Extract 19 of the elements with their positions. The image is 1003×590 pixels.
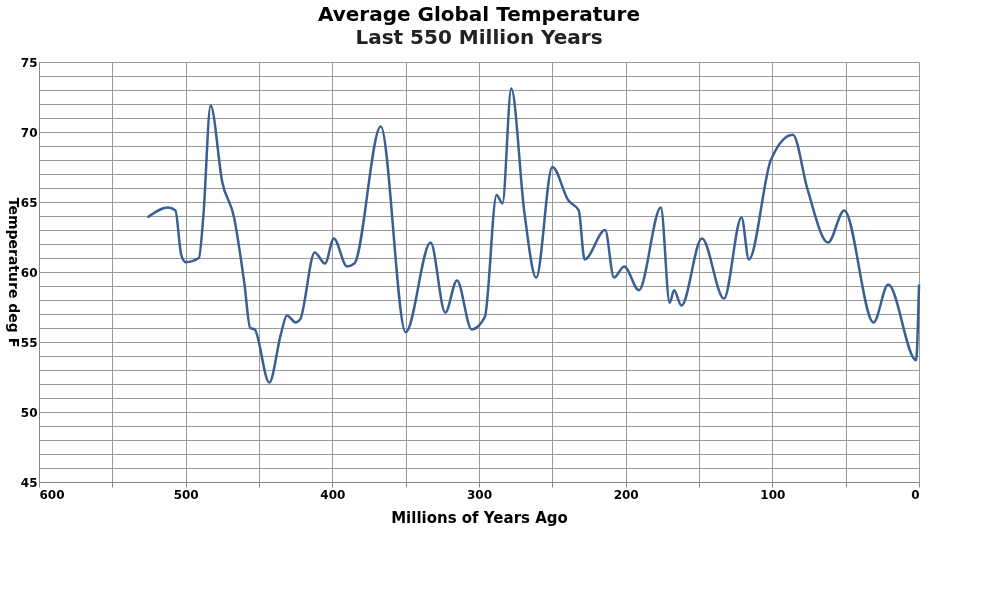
x-tick-label: 0	[911, 487, 920, 502]
x-tick-label: 300	[466, 487, 493, 502]
x-tick-label: 400	[320, 487, 346, 502]
y-tick-label: 55	[20, 335, 38, 350]
x-axis-title: Millions of Years Ago	[391, 508, 568, 527]
x-tick-label: 100	[760, 487, 786, 502]
y-axis-title: Temperature deg F	[5, 197, 22, 348]
y-tick-label: 70	[20, 125, 38, 140]
y-tick-label: 75	[20, 55, 38, 70]
x-tick-label: 200	[613, 487, 639, 502]
y-tick-label: 50	[20, 405, 38, 420]
chart-subtitle: Last 550 Million Years	[355, 25, 603, 49]
x-tick-label: 500	[173, 487, 199, 502]
y-tick-label: 45	[20, 475, 38, 490]
line-series	[146, 87, 921, 384]
y-tick-label: 60	[20, 265, 38, 280]
y-tick-label: 65	[20, 195, 38, 210]
x-tick-label: 600	[39, 487, 65, 502]
chart-title: Average Global Temperature	[317, 2, 641, 26]
